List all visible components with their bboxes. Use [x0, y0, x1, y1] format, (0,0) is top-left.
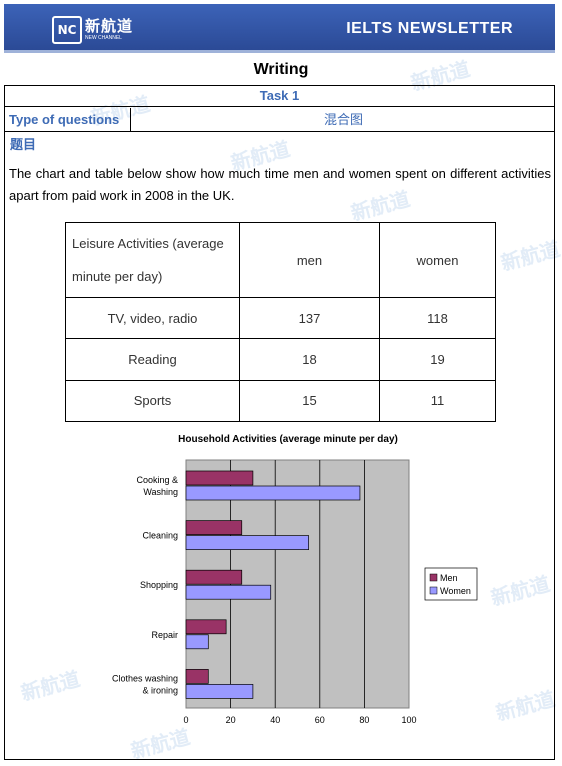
table-row: Sports 15 11	[65, 379, 496, 423]
bar-women	[185, 634, 209, 650]
table-cell: 18	[239, 338, 380, 381]
x-tick-label: 0	[183, 715, 188, 725]
legend-swatch-women	[429, 586, 438, 595]
table-row: Reading 18 19	[65, 338, 496, 381]
table-cell: 11	[379, 379, 496, 423]
table-cell: TV, video, radio	[65, 296, 240, 340]
logo-mark: NC	[52, 16, 82, 44]
logo-english-text: NEW CHANNEL	[85, 35, 122, 41]
category-label: Clothes washing	[112, 673, 178, 683]
bar-men	[185, 569, 243, 585]
chart-title: Household Activities (average minute per…	[178, 434, 398, 445]
table-cell: Reading	[65, 338, 240, 381]
table-header-row: Leisure Activities (average minute per d…	[65, 222, 496, 298]
category-label: & ironing	[142, 685, 178, 695]
table-row: TV, video, radio 137 118	[65, 296, 496, 340]
x-tick-label: 80	[359, 715, 369, 725]
table-cell: 137	[239, 296, 380, 340]
table-header-cell: men	[239, 222, 380, 298]
bar-women	[185, 684, 254, 699]
task-description: The chart and table below show how much …	[9, 166, 551, 203]
category-label: Cooking &	[136, 475, 178, 485]
page-title: Writing	[253, 61, 309, 78]
bar-women	[185, 584, 272, 600]
question-type-row: Type of questions 混合图	[4, 108, 555, 132]
x-tick-label: 60	[315, 715, 325, 725]
logo-chinese-text: 新航道	[85, 18, 134, 35]
bar-women	[185, 485, 361, 501]
x-tick-label: 100	[401, 715, 416, 725]
household-chart-svg: Household Activities (average minute per…	[112, 434, 478, 725]
chart-legend	[424, 567, 478, 601]
content-frame	[4, 85, 555, 760]
newsletter-title: IELTS NEWSLETTER	[346, 20, 513, 37]
category-label: Washing	[143, 487, 178, 497]
bar-women	[185, 535, 310, 550]
bar-men	[185, 470, 254, 486]
task-label: Task 1	[4, 85, 555, 107]
legend-swatch-men	[429, 573, 438, 582]
topic-label: 题目	[10, 137, 37, 152]
table-cell: 19	[379, 338, 496, 381]
household-chart: Household Activities (average minute per…	[98, 430, 478, 730]
table-cell: 15	[239, 379, 380, 423]
table-cell: Sports	[65, 379, 240, 423]
x-tick-label: 40	[270, 715, 280, 725]
leisure-table: Leisure Activities (average minute per d…	[65, 222, 496, 423]
question-type-value: 混合图	[323, 112, 363, 127]
question-type-label: Type of questions	[4, 108, 131, 131]
legend-label: Men	[440, 573, 458, 583]
bar-men	[185, 669, 209, 684]
bar-men	[185, 619, 227, 635]
header-divider	[4, 50, 555, 53]
category-label: Repair	[151, 630, 178, 640]
x-tick-label: 20	[226, 715, 236, 725]
category-label: Shopping	[140, 580, 178, 590]
legend-label: Women	[440, 586, 471, 596]
bar-men	[185, 520, 243, 535]
header-banner: NC 新航道 NEW CHANNEL IELTS NEWSLETTER	[4, 4, 555, 50]
table-header-cell: Leisure Activities (average minute per d…	[65, 222, 240, 298]
table-header-cell: women	[379, 222, 496, 298]
table-cell: 118	[379, 296, 496, 340]
category-label: Cleaning	[142, 531, 178, 541]
brand-logo: NC 新航道 NEW CHANNEL	[52, 16, 133, 44]
